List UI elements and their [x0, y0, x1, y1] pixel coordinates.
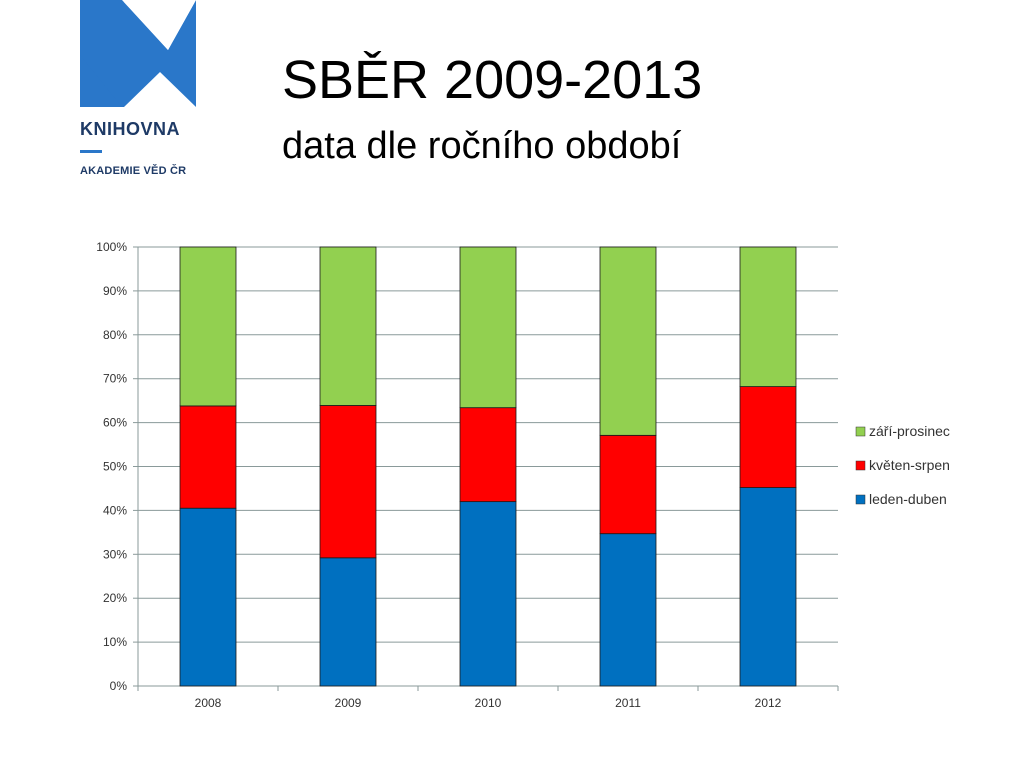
- x-tick-label: 2010: [475, 696, 502, 710]
- legend-swatch: [855, 426, 866, 437]
- bar-segment: [319, 246, 377, 406]
- bar-segment: [319, 405, 377, 559]
- y-tick-label: 90%: [103, 284, 127, 298]
- bar-segment: [459, 246, 517, 409]
- knihovna-logo: [80, 0, 196, 107]
- y-tick-label: 20%: [103, 591, 127, 605]
- legend-label: květen-srpen: [869, 457, 950, 473]
- y-tick-label: 30%: [103, 547, 127, 561]
- logo-k-lower-notch: [124, 72, 196, 107]
- y-tick-label: 10%: [103, 635, 127, 649]
- legend-label: leden-duben: [869, 491, 947, 507]
- x-tick-label: 2009: [335, 696, 362, 710]
- y-tick-label: 60%: [103, 416, 127, 430]
- x-tick-label: 2008: [195, 696, 222, 710]
- x-tick-label: 2011: [615, 696, 641, 710]
- logo-subtitle: AKADEMIE VĚD ČR: [80, 165, 187, 177]
- bar-segment: [319, 557, 377, 687]
- bar-segment: [599, 246, 657, 436]
- y-tick-label: 50%: [103, 460, 127, 474]
- logo-name: KNIHOVNA: [80, 119, 181, 139]
- bar-segment: [179, 246, 237, 407]
- bar-segment: [459, 407, 517, 503]
- bar-segment: [599, 434, 657, 535]
- bar-segment: [739, 487, 797, 687]
- bar-segment: [179, 507, 237, 687]
- y-tick-label: 100%: [96, 240, 127, 254]
- legend-swatch: [855, 460, 866, 471]
- legend-swatch: [855, 494, 866, 505]
- slide-subtitle: data dle ročního období: [282, 125, 682, 167]
- legend-label: září-prosinec: [869, 423, 950, 439]
- bar-segment: [739, 386, 797, 488]
- y-tick-label: 70%: [103, 372, 127, 386]
- bar-segment: [739, 246, 797, 388]
- logo-dash: [80, 150, 102, 153]
- x-tick-label: 2012: [755, 696, 782, 710]
- y-tick-label: 0%: [110, 679, 128, 693]
- logo-k-notch: [122, 0, 196, 50]
- y-tick-label: 40%: [103, 503, 127, 517]
- y-tick-label: 80%: [103, 328, 127, 342]
- bar-segment: [459, 501, 517, 687]
- bar-segment: [599, 533, 657, 687]
- slide-title: SBĚR 2009-2013: [282, 50, 703, 110]
- bar-segment: [179, 405, 237, 509]
